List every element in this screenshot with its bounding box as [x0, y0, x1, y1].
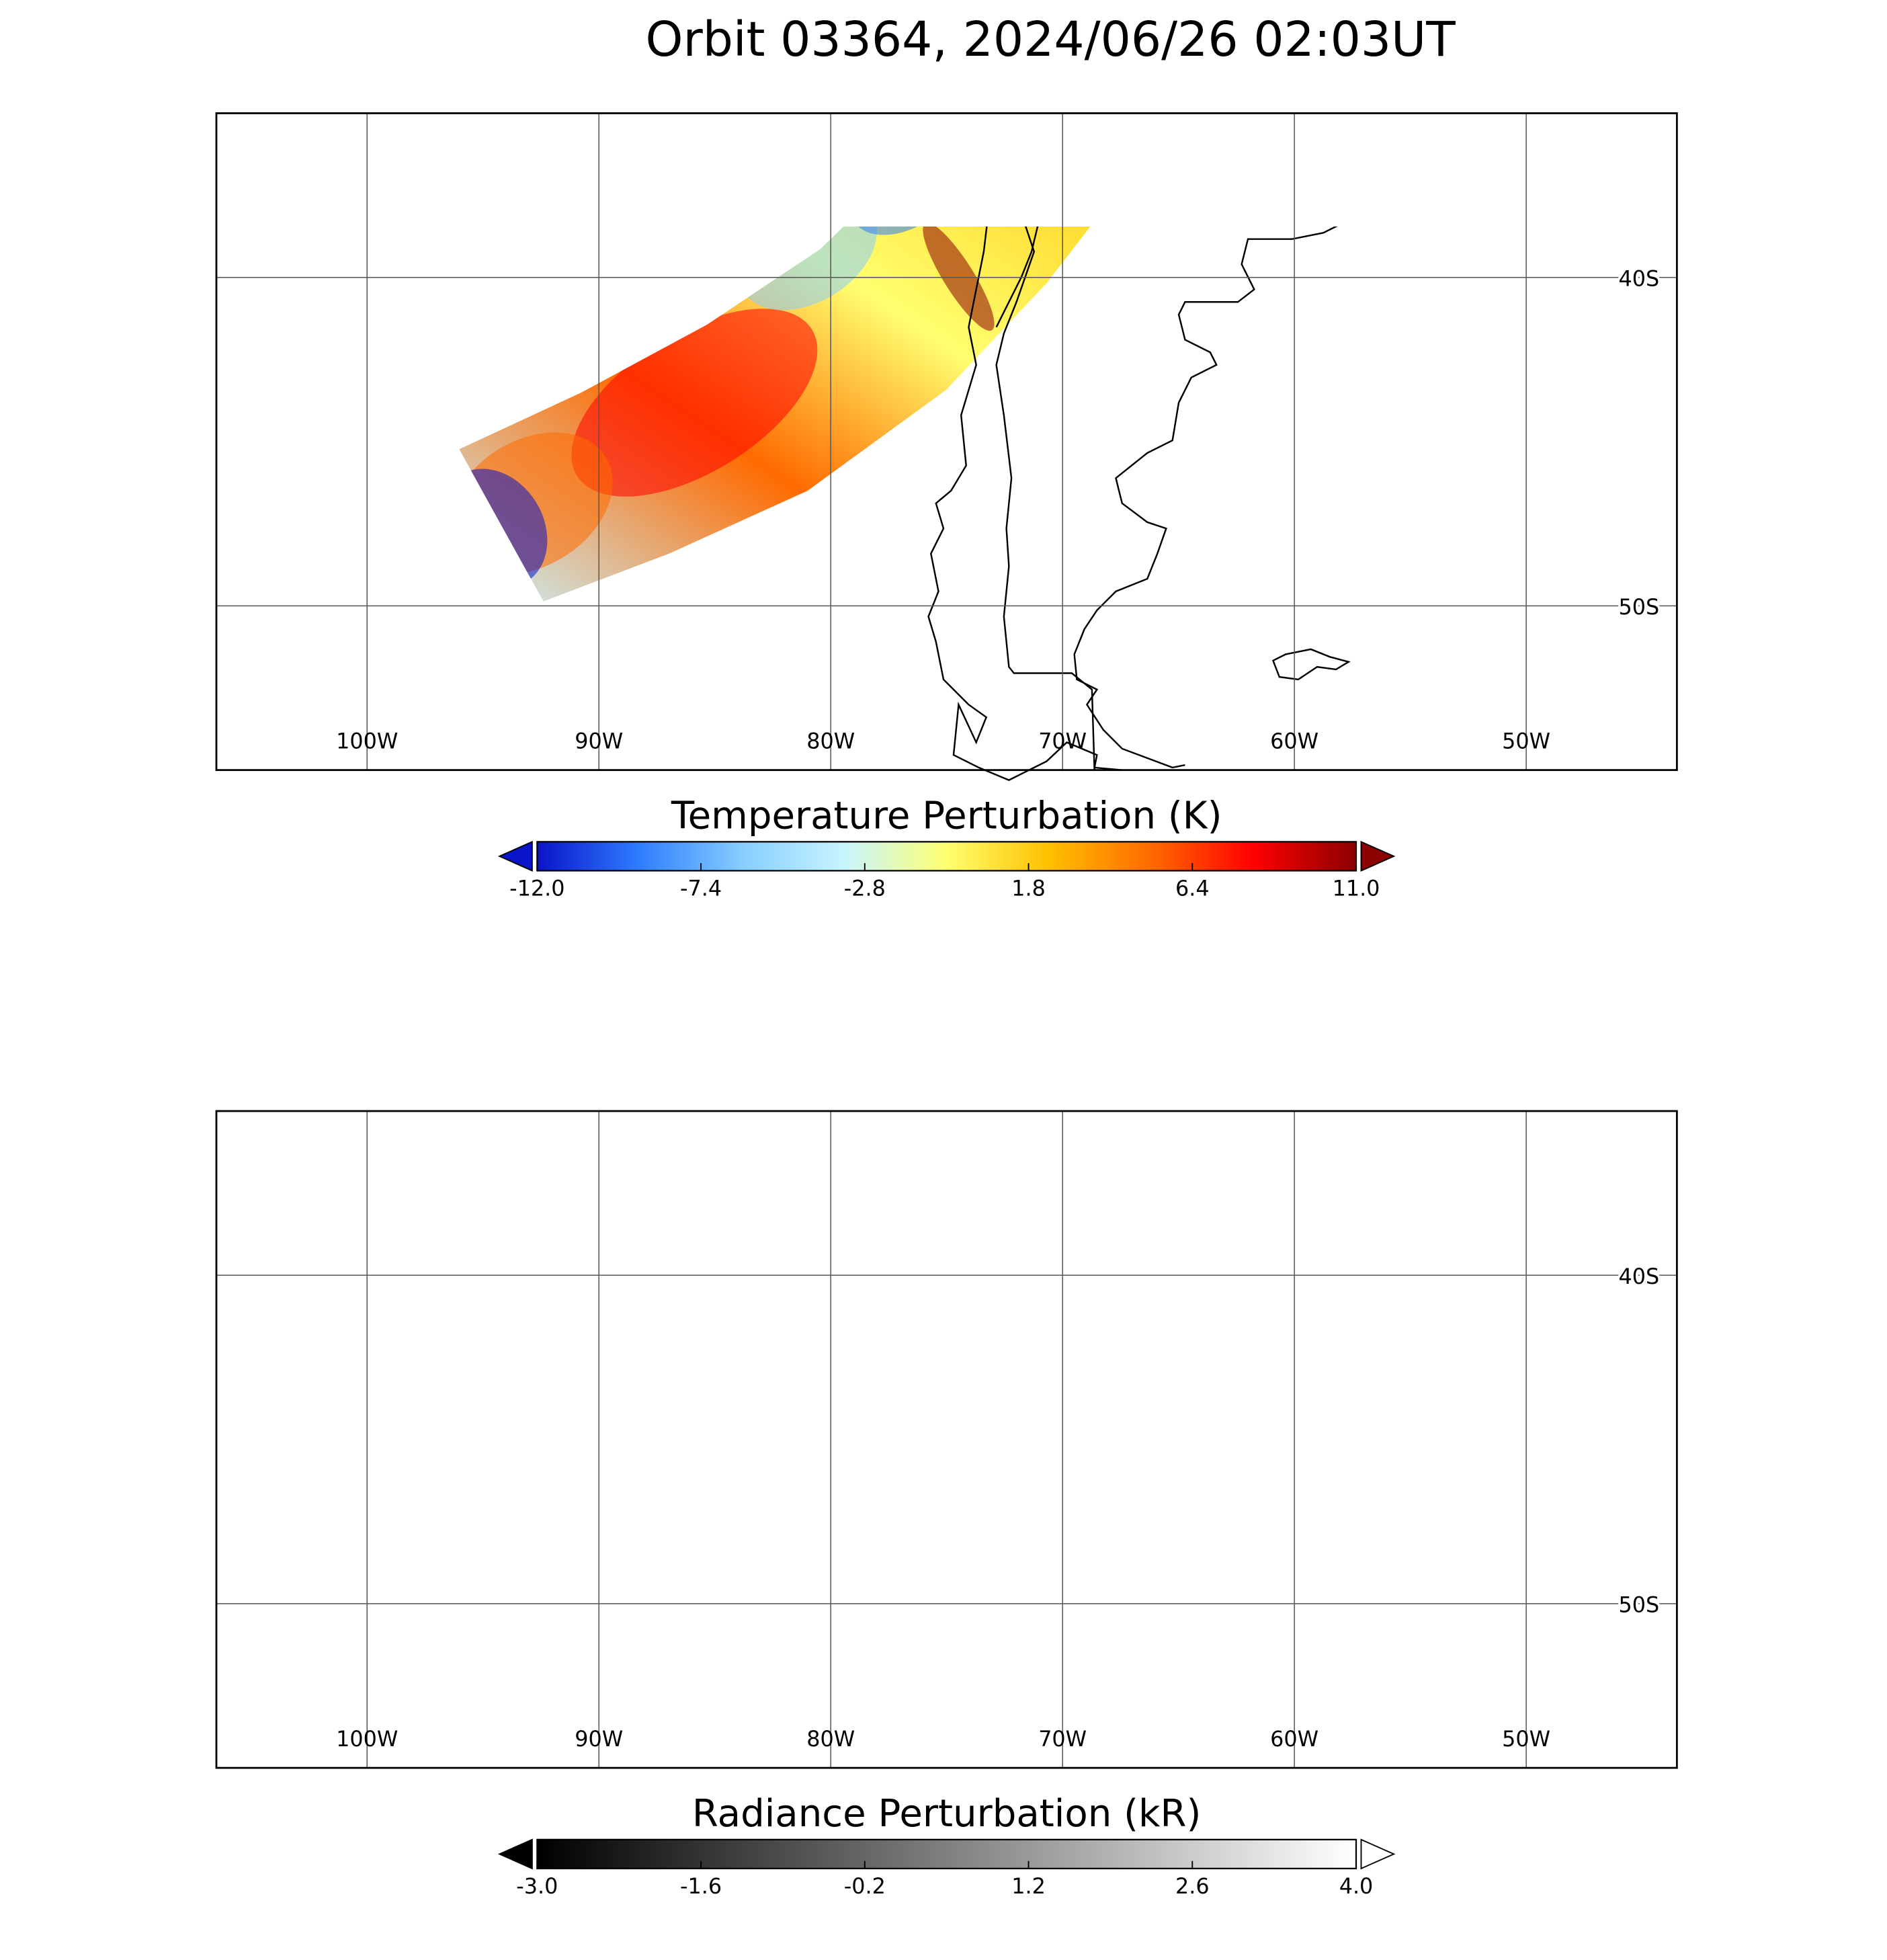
swath-feature: [717, 1167, 898, 1332]
swath-feature: [417, 1446, 569, 1606]
swath-feature: [571, 309, 818, 497]
colorbar-tick-label: -2.8: [844, 875, 886, 901]
map-area: [417, 1092, 1374, 1778]
swath-feature: [835, 1121, 981, 1252]
x-tick-label: 50W: [1502, 728, 1550, 753]
x-tick-label: 90W: [575, 728, 623, 753]
colorbar-extend-low: [497, 1838, 533, 1870]
colorbar-tick-label: 11.0: [1333, 875, 1380, 901]
colorbar-title: Radiance Perturbation (kR): [692, 1792, 1202, 1836]
y-tick-label: 50S: [1618, 1592, 1659, 1618]
coastline: [927, 226, 1351, 781]
colorbar-extend-low: [497, 840, 533, 872]
colorbar-tick-label: -1.6: [680, 1873, 722, 1899]
colorbar: [536, 1838, 1357, 1870]
swath: [417, 1092, 1180, 1606]
map-area: [459, 94, 1351, 781]
map-frame: [215, 1110, 1678, 1769]
colorbar-title: Temperature Perturbation (K): [671, 794, 1222, 838]
x-tick-label: 80W: [806, 1726, 855, 1752]
y-tick-label: 40S: [1618, 266, 1659, 292]
swath-feature: [923, 226, 995, 331]
x-tick-label: 70W: [1038, 728, 1087, 753]
swath-feature: [540, 1268, 848, 1533]
colorbar-tick-label: 1.2: [1011, 1873, 1046, 1899]
x-tick-label: 50W: [1502, 1726, 1550, 1752]
x-tick-label: 100W: [336, 1726, 398, 1752]
coastline: [929, 1111, 1374, 1778]
colorbar-extend-high: [1360, 840, 1396, 872]
x-tick-label: 70W: [1038, 1726, 1087, 1752]
colorbar-extend-high: [1360, 1838, 1396, 1870]
x-tick-label: 100W: [336, 728, 398, 753]
x-tick-label: 60W: [1270, 728, 1318, 753]
y-tick-label: 40S: [1618, 1264, 1659, 1289]
x-tick-label: 60W: [1270, 1726, 1318, 1752]
colorbar-tick-label: 2.6: [1175, 1873, 1210, 1899]
colorbar-tick-label: 4.0: [1339, 1873, 1374, 1899]
x-tick-label: 80W: [806, 728, 855, 753]
colorbar-tick-label: -3.0: [516, 1873, 558, 1899]
x-tick-label: 90W: [575, 1726, 623, 1752]
map-frame: [215, 112, 1678, 772]
colorbar-tick-label: -12.0: [509, 875, 564, 901]
swath-feature: [913, 1213, 1005, 1336]
swath-feature: [977, 94, 1116, 233]
figure-title: Orbit 03364, 2024/06/26 02:03UT: [646, 11, 1456, 67]
colorbar-tick-label: -0.2: [844, 1873, 886, 1899]
colorbar-tick-label: -7.4: [680, 875, 722, 901]
colorbar-tick-label: 6.4: [1175, 875, 1210, 901]
swath-feature: [977, 1092, 1116, 1231]
swath-feature: [423, 1401, 638, 1601]
swath: [459, 94, 1180, 602]
y-tick-label: 50S: [1618, 594, 1659, 620]
colorbar-tick-label: 1.8: [1011, 875, 1046, 901]
colorbar: [536, 841, 1357, 872]
swath-fill: [459, 1111, 1180, 1599]
